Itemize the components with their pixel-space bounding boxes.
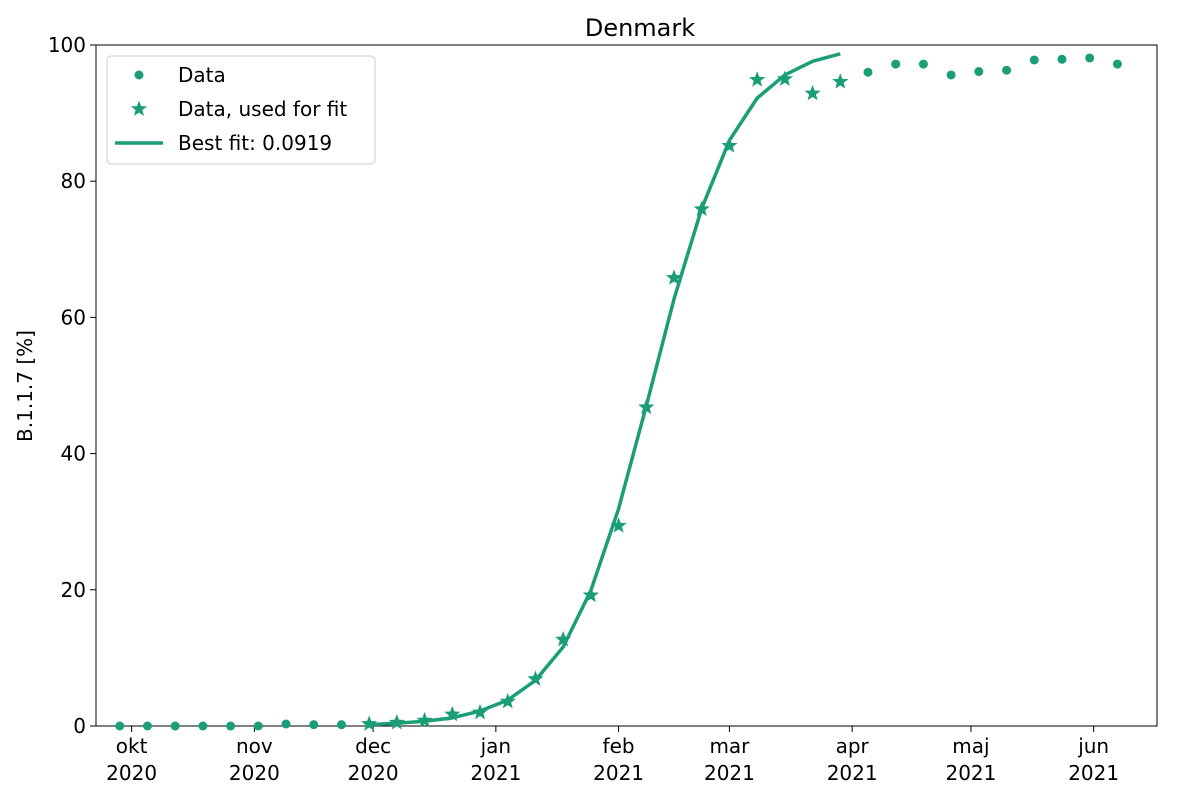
legend: Data Data, used for fit Best fit: 0.0919 (106, 55, 376, 165)
data-point (1112, 59, 1122, 69)
y-tick-label: 0 (73, 714, 86, 738)
x-tick-label-year: 2020 (106, 761, 157, 785)
x-tick-label-year: 2020 (348, 761, 399, 785)
legend-label: Data, used for fit (178, 97, 347, 121)
x-tick-label-month: mar (709, 734, 750, 758)
data-point (1029, 55, 1039, 65)
fit-line (369, 52, 841, 727)
y-tick-label: 40 (61, 442, 86, 466)
legend-box (106, 55, 376, 165)
data-marks (115, 52, 1122, 731)
x-tick-label-year: 2021 (704, 761, 755, 785)
fit-data-point (416, 712, 433, 728)
x-tick-label-month: apr (836, 734, 870, 758)
fit-data-point (776, 70, 793, 86)
data-point (198, 721, 208, 731)
legend-label: Best fit: 0.0919 (178, 131, 332, 155)
fit-data-point (832, 73, 849, 89)
x-tick-label-year: 2021 (593, 761, 644, 785)
data-point (226, 721, 236, 731)
data-point (281, 719, 291, 729)
data-point (863, 67, 873, 77)
data-point (946, 70, 956, 80)
fit-data-point (361, 715, 378, 731)
data-point (1085, 53, 1095, 63)
data-point (336, 720, 346, 730)
legend-circle-marker (134, 70, 144, 80)
x-tick-label-year: 2021 (470, 761, 521, 785)
y-tick-label: 60 (61, 305, 86, 329)
fit-data-point (638, 398, 655, 415)
x-tick-label-month: maj (952, 734, 989, 758)
y-tick-label: 20 (61, 578, 86, 602)
legend-star-marker (130, 100, 148, 116)
y-axis-label: B.1.1.7 [%] (13, 330, 37, 442)
fit-data-point (665, 269, 683, 285)
fit-data-point (610, 517, 627, 533)
x-tick-label-month: dec (355, 734, 391, 758)
fit-data-point (693, 200, 710, 216)
x-tick-label-year: 2020 (229, 761, 280, 785)
y-tick-label: 100 (48, 33, 86, 57)
axis-ticks: 0 20 40 60 80 100 okt 2020 nov 2020 dec 2020 jan 2021… (48, 33, 1119, 785)
legend-label: Data (178, 63, 226, 87)
data-point (253, 721, 263, 731)
y-tick-label: 80 (61, 169, 86, 193)
fit-data-point (499, 692, 516, 709)
x-tick-label-month: feb (603, 734, 635, 758)
fit-data-point (555, 631, 572, 647)
data-point (918, 59, 928, 69)
data-point (142, 721, 152, 731)
data-point (115, 721, 125, 731)
fit-data-point (444, 705, 461, 722)
data-point (309, 720, 319, 730)
data-point (974, 67, 984, 77)
fit-data-point (804, 84, 821, 101)
fit-data-point (527, 670, 544, 686)
chart-title: Denmark (585, 14, 695, 42)
data-point (1057, 54, 1067, 64)
fit-data-point (582, 586, 599, 603)
x-tick-label-month: jun (1077, 734, 1109, 758)
fit-data-point (388, 714, 405, 730)
fit-data-point (721, 137, 738, 153)
x-tick-label-year: 2021 (945, 761, 996, 785)
x-tick-label-year: 2021 (1068, 761, 1119, 785)
x-tick-label-year: 2021 (827, 761, 878, 785)
x-tick-label-month: okt (116, 734, 148, 758)
data-point (170, 721, 180, 731)
x-tick-label-month: jan (480, 734, 512, 758)
data-point (891, 59, 901, 69)
x-tick-label-month: nov (236, 734, 273, 758)
fit-data-point (471, 703, 489, 720)
fit-data-point (749, 71, 766, 87)
data-point (1002, 65, 1012, 75)
